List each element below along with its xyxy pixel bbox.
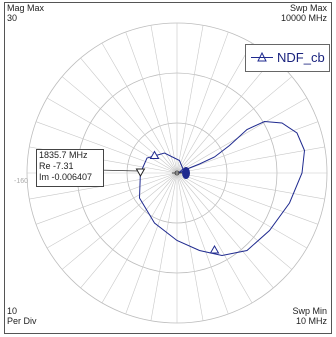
origin-cluster bbox=[182, 167, 190, 179]
legend-line bbox=[251, 57, 273, 58]
sweep-min-title: Swp Min bbox=[292, 306, 327, 316]
marker-readout: 1835.7 MHz Re -7.31 Im -0.006407 bbox=[36, 149, 104, 187]
per-div-value: 10 bbox=[7, 306, 18, 316]
legend-series-label: NDF_cb bbox=[277, 50, 325, 65]
sweep-min-value: 10 MHz bbox=[295, 316, 327, 326]
angle-tick-label: -160 bbox=[14, 178, 28, 185]
grid-spoke bbox=[176, 76, 293, 174]
sweep-max-label: Swp Max 10000 MHz bbox=[281, 3, 327, 23]
grid-spoke bbox=[176, 97, 308, 174]
grid-spoke bbox=[46, 172, 178, 249]
grid-spoke bbox=[150, 172, 178, 321]
grid-spoke bbox=[61, 172, 178, 270]
grid-spoke bbox=[125, 172, 178, 315]
grid-spoke bbox=[125, 31, 178, 174]
grid-spoke bbox=[176, 172, 274, 289]
grid-spoke bbox=[150, 25, 178, 174]
grid-spoke bbox=[176, 42, 253, 174]
mag-max-value: 30 bbox=[7, 13, 18, 23]
grid-spoke bbox=[176, 121, 319, 174]
sweep-max-value: 10000 MHz bbox=[280, 13, 327, 23]
grid-spoke bbox=[176, 172, 293, 270]
grid-spoke bbox=[176, 25, 204, 174]
sweep-max-title: Swp Max bbox=[289, 3, 327, 13]
marker-imag: Im -0.006407 bbox=[39, 172, 93, 182]
grid-spoke bbox=[80, 172, 178, 289]
grid-spoke bbox=[176, 172, 325, 200]
marker-real: Re -7.31 bbox=[39, 161, 74, 171]
grid-spoke bbox=[176, 31, 229, 174]
marker-leader-line bbox=[96, 169, 140, 172]
grid-spoke bbox=[35, 172, 178, 225]
grid-spoke bbox=[176, 172, 229, 315]
grid-spoke bbox=[176, 172, 253, 304]
grid-spoke bbox=[101, 42, 178, 174]
grid-spoke bbox=[176, 172, 319, 225]
series-triangle-marker bbox=[209, 244, 220, 254]
grid-spoke bbox=[46, 97, 178, 174]
grid-spoke bbox=[35, 121, 178, 174]
sweep-min-label: Swp Min 10 MHz bbox=[292, 306, 327, 326]
mag-max-title: Mag Max bbox=[7, 3, 45, 13]
grid-spoke bbox=[101, 172, 178, 304]
series-triangle-marker bbox=[149, 150, 160, 159]
grid-spoke bbox=[176, 172, 204, 321]
marker-triangle bbox=[135, 168, 146, 178]
per-div-label: 10 Per Div bbox=[7, 306, 37, 326]
legend-triangle-icon bbox=[257, 52, 267, 62]
marker-frequency: 1835.7 MHz bbox=[39, 150, 88, 160]
grid-spoke bbox=[176, 57, 274, 174]
grid-spoke bbox=[176, 146, 325, 174]
mag-max-label: Mag Max 30 bbox=[7, 3, 44, 23]
series-trace bbox=[138, 120, 306, 257]
per-div-title: Per Div bbox=[7, 316, 37, 326]
legend: NDF_cb bbox=[245, 44, 330, 72]
grid-spoke bbox=[176, 172, 308, 249]
